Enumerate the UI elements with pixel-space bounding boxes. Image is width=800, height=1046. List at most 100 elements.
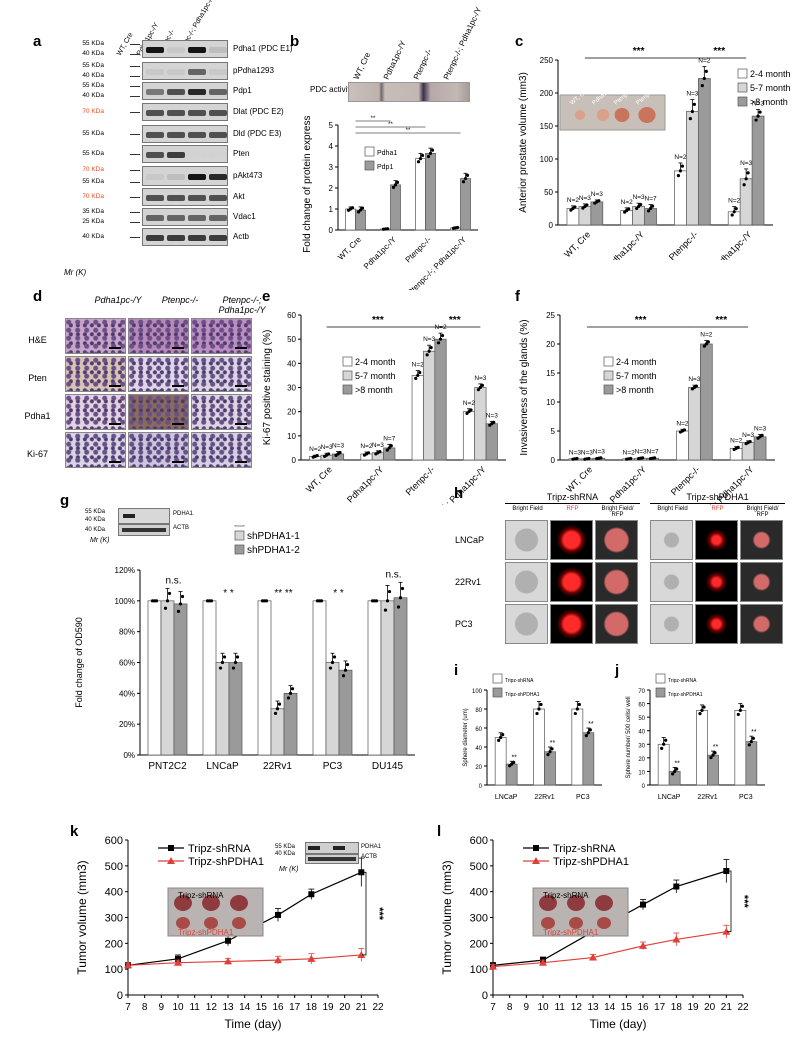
data-point xyxy=(396,605,401,609)
blot-band-row xyxy=(142,103,228,121)
significance-label: ** xyxy=(550,740,556,747)
sphere-image xyxy=(695,520,738,560)
prostate-specimen xyxy=(638,107,656,123)
blot-band xyxy=(188,69,206,75)
x-tick-label: 21 xyxy=(721,1002,733,1013)
legend-swatch xyxy=(234,530,245,541)
data-point xyxy=(489,962,497,970)
data-point xyxy=(288,691,293,695)
sphere-image xyxy=(505,562,548,602)
bar xyxy=(632,206,645,226)
n-label: N=7 xyxy=(383,435,395,442)
marker-label: 55 KDa xyxy=(82,130,104,137)
scale-bar xyxy=(109,347,121,349)
y-tick-label: 20 xyxy=(546,340,555,349)
marker-label: 40 KDa xyxy=(82,72,104,79)
x-tick-label: 17 xyxy=(654,1002,666,1013)
chart-e-svg: 0 10 20 30 40 50 60 Ki-67 positive staining (%)… xyxy=(262,311,506,505)
bar xyxy=(697,78,711,226)
significance-label: *** xyxy=(373,907,385,921)
y-tick-label: 0 xyxy=(551,456,556,465)
data-point xyxy=(374,599,379,603)
n-label: N=3 xyxy=(474,375,486,382)
marker-tick xyxy=(130,112,140,113)
data-point xyxy=(664,738,668,742)
y-tick-label: 30 xyxy=(287,384,296,393)
bar xyxy=(674,170,687,226)
data-point xyxy=(356,210,361,214)
bar xyxy=(620,210,634,226)
series-line xyxy=(127,954,362,966)
legend-label: >8 month xyxy=(750,97,788,107)
data-point xyxy=(676,174,681,178)
data-point xyxy=(637,204,641,209)
blot-band xyxy=(188,174,206,180)
y-tick-label: 0 xyxy=(117,990,123,1002)
n-label: N=3 xyxy=(635,449,647,456)
bar xyxy=(380,600,395,756)
histology-column-header: Ptenpc-/-; Pdha1pc-/Y xyxy=(218,295,266,315)
data-point xyxy=(426,154,431,159)
data-point xyxy=(275,911,281,918)
panel-b: PDC activity WT, Cre Pdha1pc-/Y Ptenpc-/- P… xyxy=(290,6,505,290)
blot-band xyxy=(188,47,206,53)
x-tick-label: 17 xyxy=(289,1002,301,1013)
y-tick-label: 50 xyxy=(638,716,645,722)
legend-swatch xyxy=(342,370,353,381)
chart-j-svg: 0 10 20 30 40 50 60 70 Sphere number/ 500 cells/… xyxy=(626,673,765,801)
sphere-image xyxy=(505,520,548,560)
legend-label: Tripz-shRNA xyxy=(188,843,251,855)
category-label: Ptenpc-/- xyxy=(404,464,437,497)
significance-label: ** xyxy=(588,721,594,728)
blot-band xyxy=(146,132,164,138)
y-tick-label: 60 xyxy=(475,727,482,733)
blot-band-row xyxy=(142,188,228,206)
legend-label: Pdha1 xyxy=(377,150,397,157)
microscopy-column-header: Bright Field/ RFP xyxy=(601,506,634,518)
microscopy-group-header: Tripz-shPDHA1 xyxy=(650,492,785,504)
data-point xyxy=(499,735,503,740)
significance-label: ** xyxy=(388,122,393,128)
data-point xyxy=(734,207,738,211)
blot-band xyxy=(146,69,164,75)
y-tick-label: 20% xyxy=(119,720,135,729)
data-point xyxy=(327,452,331,456)
x-axis-label: Time (day) xyxy=(225,1017,282,1031)
data-point xyxy=(682,428,687,432)
histology-image xyxy=(65,394,126,430)
blot-band xyxy=(209,89,227,95)
legend-label: 5-7 month xyxy=(616,371,657,381)
prostate-specimen xyxy=(575,110,585,120)
data-point xyxy=(427,349,431,353)
y-tick-label: 60 xyxy=(287,311,296,320)
data-point xyxy=(383,608,388,612)
tumor-specimen xyxy=(176,917,190,929)
n-label: N=3 xyxy=(740,160,752,167)
data-point xyxy=(512,760,516,764)
y-tick-label: 0% xyxy=(123,751,135,760)
data-point xyxy=(584,734,588,738)
x-tick-label: 14 xyxy=(604,1002,616,1013)
panel-d-histology: Pdha1pc-/Y Ptenpc-/- Ptenpc-/-; Pdha1pc-/Y… xyxy=(15,290,266,470)
data-point xyxy=(277,702,282,706)
sphere-image xyxy=(740,562,783,602)
marker-label: 55 KDa xyxy=(82,178,104,185)
data-point xyxy=(641,456,645,460)
x-tick-label: 10 xyxy=(537,1002,549,1013)
scale-bar xyxy=(235,385,247,387)
bar xyxy=(533,708,545,786)
histology-image xyxy=(128,318,189,354)
band-actb: ACTB xyxy=(173,525,190,531)
bar xyxy=(411,375,424,461)
data-point xyxy=(671,772,675,776)
histology-image xyxy=(128,432,189,468)
data-point xyxy=(587,456,591,461)
legend-swatch xyxy=(342,384,353,395)
y-tick-label: 200 xyxy=(470,938,488,950)
data-point xyxy=(319,599,324,603)
data-point xyxy=(360,206,365,210)
chart-f-svg: 0 5 10 15 20 25 Invasiveness of the glands (%)… xyxy=(519,311,775,505)
n-label: N=3 xyxy=(579,195,591,202)
data-point xyxy=(286,696,291,700)
data-point xyxy=(575,707,579,711)
